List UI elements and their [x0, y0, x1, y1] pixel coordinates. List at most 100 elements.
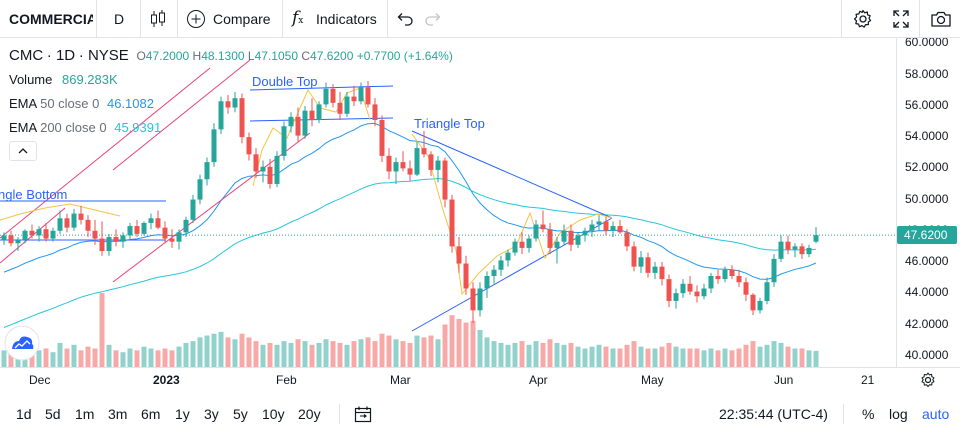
time-label: Feb	[276, 373, 297, 387]
volume-bar	[302, 341, 308, 367]
symbol-search[interactable]: COMMERCIA	[9, 11, 93, 27]
legend-collapse-button[interactable]	[9, 141, 37, 161]
candles-icon[interactable]	[150, 9, 166, 29]
volume-bar	[246, 337, 252, 367]
volume-bar	[673, 346, 679, 367]
date-range-icon[interactable]	[354, 405, 372, 428]
volume-bar	[659, 346, 665, 367]
indicators-button[interactable]: Indicators	[316, 11, 377, 27]
volume-bar	[393, 339, 399, 367]
auto-toggle[interactable]: auto	[922, 406, 950, 422]
volume-row[interactable]: Volume 869.283K	[9, 71, 453, 95]
chart-pane[interactable]: Double Top Triangle Top ngle Bottom 60.0…	[0, 38, 960, 368]
undo-icon[interactable]	[396, 9, 414, 29]
time-label: 21	[861, 373, 875, 387]
redo-icon[interactable]	[424, 9, 442, 29]
volume-bar	[589, 346, 595, 367]
ema50-row[interactable]: EMA 50 close 0 46.1082	[9, 95, 453, 119]
candle-body	[568, 230, 574, 245]
interval-button[interactable]: D	[114, 11, 125, 27]
volume-bar	[680, 348, 686, 367]
range-6m[interactable]: 6m	[141, 406, 161, 422]
volume-bar	[806, 350, 812, 367]
add-circle-icon[interactable]	[186, 9, 206, 29]
range-3y[interactable]: 3y	[204, 406, 219, 422]
volume-bar	[435, 339, 441, 367]
toolbar-divider	[177, 0, 178, 38]
candle-body	[589, 224, 595, 231]
triangle-top-label[interactable]: Triangle Top	[414, 116, 485, 131]
range-1d[interactable]: 1d	[16, 406, 32, 422]
volume-bar	[715, 350, 721, 367]
volume-value: 869.283K	[62, 72, 118, 87]
compare-button[interactable]: Compare	[213, 11, 271, 27]
candle-body	[379, 120, 385, 156]
gear-icon[interactable]	[853, 9, 873, 29]
candle-body	[449, 199, 455, 247]
toolbar-divider	[140, 0, 141, 38]
price-tick: 52.0000	[905, 160, 949, 174]
percent-toggle[interactable]: %	[862, 406, 875, 422]
volume-bar	[708, 348, 714, 367]
time-label: May	[641, 373, 664, 387]
range-5y[interactable]: 5y	[233, 406, 248, 422]
range-20y[interactable]: 20y	[298, 406, 321, 422]
chevron-up-icon	[18, 148, 28, 154]
volume-bar	[141, 346, 147, 367]
candle-body	[274, 155, 280, 184]
volume-bar	[344, 344, 350, 367]
chart-legend: CMC · 1D · NYSE O47.2000 H48.1300 L47.10…	[9, 47, 453, 143]
settings-small-icon[interactable]	[920, 372, 936, 391]
clock[interactable]: 22:35:44 (UTC-4)	[719, 406, 828, 422]
candle-body	[8, 235, 14, 244]
volume-bar	[624, 344, 630, 367]
range-5d[interactable]: 5d	[45, 406, 61, 422]
volume-bar	[127, 348, 133, 367]
triangle-bottom-drawing[interactable]	[0, 200, 166, 241]
camera-icon[interactable]	[930, 9, 952, 29]
volume-bar	[176, 346, 182, 367]
volume-bar	[134, 350, 140, 367]
volume-bar	[204, 335, 210, 367]
candle-body	[659, 266, 665, 280]
candle-body	[540, 224, 546, 230]
candle-body	[106, 237, 112, 252]
price-tick: 50.0000	[905, 192, 949, 206]
range-10y[interactable]: 10y	[262, 406, 285, 422]
candle-body	[680, 283, 686, 294]
price-tick: 46.0000	[905, 254, 949, 268]
volume-bar	[120, 352, 126, 367]
triangle-bottom-label[interactable]: ngle Bottom	[0, 187, 67, 202]
price-tick: 40.0000	[905, 348, 949, 362]
candle-body	[127, 226, 133, 236]
fullscreen-icon[interactable]	[892, 9, 910, 29]
range-3m[interactable]: 3m	[108, 406, 128, 422]
candle-body	[421, 148, 427, 155]
time-label: 2023	[153, 373, 180, 387]
double-top-label[interactable]: Double Top	[252, 74, 318, 89]
volume-bar	[491, 341, 497, 367]
range-1m[interactable]: 1m	[75, 406, 95, 422]
legend-symbol[interactable]: CMC	[9, 47, 44, 64]
volume-bar	[50, 352, 56, 367]
time-axis[interactable]: Dec 2023 Feb Mar Apr May Jun 21	[0, 368, 960, 396]
function-icon[interactable]: fx	[292, 8, 304, 28]
candle-body	[491, 269, 497, 276]
ohlc-row: CMC · 1D · NYSE O47.2000 H48.1300 L47.10…	[9, 47, 453, 71]
ema200-row[interactable]: EMA 200 close 0 45.9391	[9, 119, 453, 143]
candle-body	[225, 101, 231, 108]
log-toggle[interactable]: log	[889, 406, 908, 422]
candle-body	[715, 276, 721, 280]
candle-body	[806, 247, 812, 255]
candle-body	[512, 241, 518, 253]
volume-bar	[561, 344, 567, 367]
volume-bar	[323, 339, 329, 367]
candle-body	[456, 246, 462, 264]
price-chart[interactable]: Double Top Triangle Top ngle Bottom 60.0…	[0, 38, 960, 368]
volume-label: Volume	[9, 72, 53, 87]
logo-icon[interactable]	[4, 325, 40, 361]
legend-interval: 1D	[55, 47, 76, 64]
volume-bar	[519, 341, 525, 367]
volume-bar	[414, 335, 420, 367]
range-1y[interactable]: 1y	[175, 406, 190, 422]
